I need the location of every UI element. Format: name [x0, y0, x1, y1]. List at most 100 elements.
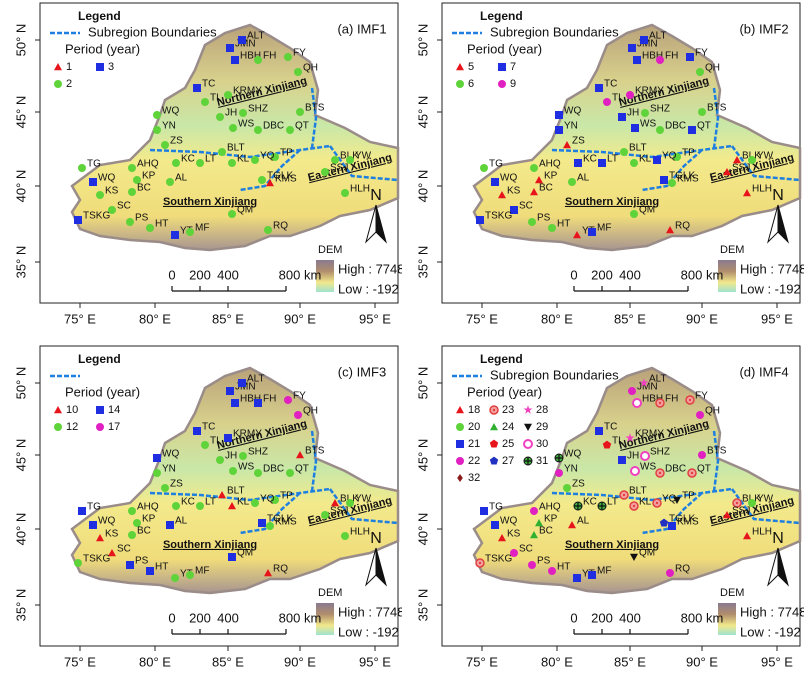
x-tick-label: 75° E [64, 311, 96, 326]
station-label: QH [303, 406, 318, 417]
station-marker [126, 218, 134, 226]
legend-symbol [54, 80, 62, 88]
station-marker [341, 532, 349, 540]
station-label: HT [557, 219, 570, 230]
legend-period-title: Period (year) [467, 384, 542, 399]
symbol-dot [623, 494, 625, 496]
station-label: DBC [263, 464, 284, 475]
station-marker [628, 44, 636, 52]
scale-label: 800 km [681, 610, 724, 625]
station-label: DBC [665, 464, 686, 475]
scale-label: 800 km [279, 610, 322, 625]
station-label: SSJ [330, 506, 348, 517]
station-label: TSKG [83, 554, 110, 565]
station-label: KS [105, 186, 119, 197]
scale-label: 800 km [279, 267, 322, 282]
north-label: N [370, 530, 382, 547]
station-marker [491, 178, 499, 186]
legend-period: 18 [468, 404, 480, 416]
station-marker [196, 159, 204, 167]
station-label: KL [639, 154, 652, 165]
dem-low: Low : -192 [338, 281, 399, 296]
station-marker [530, 164, 538, 172]
station-marker [688, 126, 696, 134]
station-label: HLH [752, 184, 772, 195]
station-label: HT [155, 219, 168, 230]
station-marker [153, 454, 161, 462]
station-label: TP [682, 148, 695, 159]
station-label: QT [295, 464, 309, 475]
station-label: KC [181, 497, 195, 508]
station-marker [480, 164, 488, 172]
station-label: HLH [350, 527, 370, 538]
station-label: DBC [665, 121, 686, 132]
dem-title: DEM [720, 244, 744, 256]
station-label: HLH [752, 527, 772, 538]
station-marker [568, 178, 576, 186]
station-label: YW [355, 494, 372, 505]
station-label: MF [195, 566, 209, 577]
symbol-dot [633, 505, 635, 507]
station-label: TP [280, 148, 293, 159]
station-marker [284, 396, 292, 404]
symbol-dot [479, 562, 481, 564]
station-marker [555, 111, 563, 119]
station-label: KP [142, 514, 156, 525]
station-marker [630, 210, 638, 218]
station-label: WQ [500, 173, 517, 184]
station-label: SHZ [248, 104, 268, 115]
station-marker [555, 126, 563, 134]
station-marker [573, 574, 581, 582]
station-label: TGLK [669, 171, 695, 182]
station-marker [231, 56, 239, 64]
y-tick-label: 45° N [13, 439, 28, 472]
station-label: KP [544, 514, 558, 525]
station-label: QT [697, 121, 711, 132]
station-label: TG [87, 502, 101, 513]
station-marker [698, 108, 706, 116]
station-label: KP [142, 171, 156, 182]
station-label: TC [202, 422, 215, 433]
station-marker [228, 159, 236, 167]
station-marker [528, 218, 536, 226]
station-marker [171, 231, 179, 239]
station-marker [74, 216, 82, 224]
station-marker [166, 178, 174, 186]
station-marker [548, 567, 556, 575]
station-label: SC [519, 201, 533, 212]
dem-title: DEM [318, 587, 342, 599]
legend-period: 17 [108, 421, 120, 433]
x-tick-label: 80° E [541, 311, 573, 326]
station-marker [231, 399, 239, 407]
station-label: ZS [170, 479, 183, 490]
legend-period: 20 [468, 421, 480, 433]
station-label: WS [238, 119, 254, 130]
legend-period-title: Period (year) [467, 41, 542, 56]
station-label: SHZ [248, 447, 268, 458]
panel-title: (c) IMF3 [338, 364, 386, 379]
station-marker [226, 387, 234, 395]
station-label: JH [627, 108, 639, 119]
legend-period: 28 [536, 404, 548, 416]
station-marker [321, 168, 329, 176]
station-marker [216, 456, 224, 464]
legend-title: Legend [78, 9, 121, 23]
station-marker [696, 68, 704, 76]
station-label: SC [117, 544, 131, 555]
station-label: BTS [305, 446, 325, 457]
station-marker [96, 191, 104, 199]
panel-title: (d) IMF4 [739, 364, 788, 379]
station-label: YN [564, 464, 578, 475]
station-marker [294, 68, 302, 76]
x-tick-label: 85° E [212, 311, 244, 326]
station-label: KC [583, 497, 597, 508]
station-marker [238, 379, 246, 387]
station-marker [186, 571, 194, 579]
station-label: LT [205, 497, 216, 508]
station-label: BTS [707, 446, 727, 457]
station-marker [78, 507, 86, 515]
station-marker [555, 469, 563, 477]
station-label: QH [705, 406, 720, 417]
y-tick-label: 50° N [13, 367, 28, 400]
station-marker [193, 84, 201, 92]
